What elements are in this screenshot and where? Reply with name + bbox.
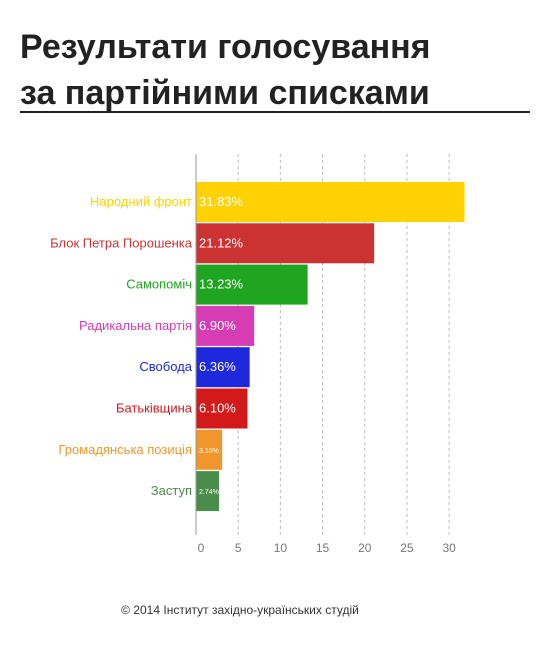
bar-4 <box>196 305 255 346</box>
value-label-2: 21.12% <box>199 235 244 250</box>
title-underline <box>20 111 530 113</box>
x-tick-label-10: 10 <box>274 541 288 555</box>
value-label-1: 31.83% <box>199 194 244 209</box>
bar-8 <box>196 471 220 512</box>
bar-7 <box>196 429 223 470</box>
category-label-1: Народний фронт <box>90 194 192 209</box>
bar-5 <box>196 347 250 388</box>
bar-2 <box>196 223 375 264</box>
value-label-5: 6.36% <box>199 359 236 374</box>
x-tick-label-20: 20 <box>358 541 372 555</box>
chart-title-line-2: за партійними списками <box>20 74 430 112</box>
category-label-6: Батьківщина <box>116 401 193 416</box>
category-label-4: Радикальна партія <box>79 318 192 333</box>
copyright-footer: © 2014 Інститут західно-українських студ… <box>121 603 359 617</box>
value-label-3: 13.23% <box>199 277 244 292</box>
bar-chart: 0 5 10 15 20 25 30 Народний фронт 31.83% Блок Пет… <box>50 154 465 555</box>
category-label-7: Громадянська позиція <box>58 442 192 457</box>
x-tick-label-0: 0 <box>198 541 205 555</box>
value-label-6: 6.10% <box>199 401 236 416</box>
chart-title-line-1: Результати голосування <box>20 28 431 66</box>
value-label-8: 2.74% <box>199 489 219 496</box>
bar-6 <box>196 388 248 429</box>
category-label-3: Самопоміч <box>126 277 192 292</box>
x-tick-label-15: 15 <box>316 541 330 555</box>
value-label-7: 3.10% <box>199 448 219 455</box>
value-label-4: 6.90% <box>199 318 236 333</box>
x-tick-label-25: 25 <box>400 541 414 555</box>
x-tick-label-30: 30 <box>442 541 456 555</box>
category-label-2: Блок Петра Порошенка <box>50 235 193 250</box>
x-tick-label-5: 5 <box>235 541 242 555</box>
category-label-8: Заступ <box>151 483 192 498</box>
chart-title: Результати голосування за партійними спи… <box>20 24 530 116</box>
bar-1 <box>196 182 465 222</box>
bar-3 <box>196 264 308 305</box>
category-label-5: Свобода <box>139 359 192 374</box>
